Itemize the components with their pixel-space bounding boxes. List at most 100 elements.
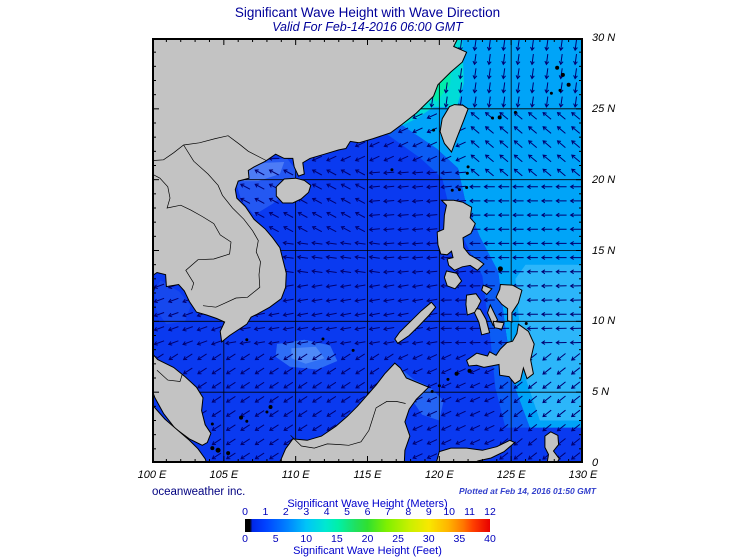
colorbar-tick-m: 1: [262, 506, 269, 518]
small-island: [210, 422, 214, 426]
lon-label: 110 E: [281, 469, 310, 481]
page-title: Significant Wave Height with Wave Direct…: [234, 5, 501, 20]
land-halmahera: [544, 431, 560, 463]
land-taiwan: [439, 104, 469, 153]
small-island: [215, 447, 221, 453]
small-island: [465, 171, 469, 175]
country-border: [183, 144, 261, 308]
small-island: [430, 389, 434, 393]
country-border: [290, 401, 406, 449]
small-island: [457, 188, 461, 192]
small-island: [432, 128, 436, 132]
colorbar-tick-m: 12: [484, 506, 496, 518]
small-island: [321, 337, 325, 341]
small-island: [245, 338, 249, 342]
lat-label: 30 N: [592, 32, 616, 44]
lat-label: 15 N: [592, 244, 616, 257]
small-island: [560, 72, 565, 77]
lat-label: 10 N: [592, 315, 616, 328]
valid-time-subtitle: Valid For Feb-14-2016 06:00 GMT: [272, 20, 463, 34]
colorbar-tick-f: 25: [392, 533, 404, 545]
small-island: [450, 188, 454, 192]
colorbar-tick-f: 20: [361, 533, 374, 545]
colorbar-tick-m: 2: [282, 506, 289, 518]
lon-label: 100 E: [137, 469, 167, 481]
land-samar-leyte: [495, 283, 523, 323]
lon-label: 130 E: [568, 469, 598, 481]
land-masbate: [481, 284, 493, 296]
land-mindanao: [465, 323, 535, 385]
colorbar-tick-m: 6: [364, 506, 371, 518]
colorbar-tick-m: 8: [405, 506, 412, 518]
land-mainland-asia: [152, 38, 468, 446]
small-island: [555, 65, 560, 70]
lon-label: 125 E: [496, 469, 526, 481]
small-island: [437, 384, 441, 388]
colorbar-tick-m: 3: [303, 506, 310, 518]
lon-label: 115 E: [353, 469, 382, 481]
colorbar-tick-m: 9: [425, 506, 432, 518]
small-island: [524, 321, 528, 325]
wave-height-map: [152, 38, 583, 463]
small-island: [467, 368, 472, 373]
lon-label: 105 E: [209, 469, 239, 481]
country-border: [153, 135, 267, 161]
land-luzon: [436, 199, 485, 271]
small-island: [210, 446, 215, 451]
colorbar-title-meters: Significant Wave Height (Meters): [287, 498, 448, 510]
colorbar-tick-f: 10: [300, 533, 313, 545]
map-frame: [152, 38, 583, 463]
small-island: [549, 91, 553, 95]
colorbar-tick-f: 35: [453, 533, 466, 545]
small-island: [465, 185, 469, 189]
land-bohol: [492, 320, 505, 330]
land-sumatra: [152, 402, 208, 463]
land-hainan: [275, 177, 312, 204]
small-island: [351, 348, 355, 352]
colorbar-gradient: [245, 519, 490, 532]
small-island: [513, 110, 517, 114]
colorbar-tick-f: 0: [242, 533, 248, 545]
small-island: [490, 116, 494, 120]
small-island: [245, 419, 249, 423]
wave-region-gulf-thailand: [154, 280, 191, 325]
colorbar-tick-m: 0: [242, 506, 248, 518]
lat-label: 25 N: [592, 102, 616, 115]
colorbar-tick-m: 4: [323, 506, 330, 518]
colorbar-tick-f: 30: [422, 533, 435, 545]
lat-label: 0: [592, 457, 599, 469]
colorbar-tick-m: 5: [344, 506, 350, 518]
land-borneo: [278, 362, 430, 463]
small-island: [239, 415, 244, 420]
colorbar-tick-f: 15: [331, 533, 343, 545]
land-cebu: [486, 303, 499, 327]
credit-text: oceanweather inc.: [152, 486, 246, 498]
colorbar-tick-f: 5: [272, 533, 279, 545]
country-border: [153, 174, 232, 291]
colorbar-tick-m: 7: [384, 506, 391, 518]
small-island: [390, 168, 394, 172]
colorbar-tick-m: 10: [443, 506, 455, 518]
lat-label: 5 N: [592, 386, 610, 399]
small-island: [265, 410, 269, 414]
land-palawan: [394, 301, 437, 344]
colorbar-title-feet: Significant Wave Height (Feet): [293, 545, 442, 557]
lat-label: 20 N: [592, 173, 616, 186]
colorbar-tick-f: 40: [484, 533, 496, 545]
land-sulawesi: [435, 439, 516, 463]
land-mindoro: [443, 270, 463, 290]
small-island: [446, 377, 450, 381]
land-negros: [473, 308, 491, 336]
small-island: [454, 371, 459, 376]
small-island: [466, 165, 470, 169]
country-border: [156, 369, 183, 382]
small-island: [497, 115, 502, 120]
small-island: [558, 88, 562, 92]
small-island: [497, 266, 503, 272]
small-island: [566, 82, 571, 87]
colorbar-tick-m: 11: [464, 506, 476, 518]
small-island: [226, 451, 231, 456]
plotted-timestamp: Plotted at Feb 14, 2016 01:50 GMT: [459, 486, 596, 496]
small-island: [268, 405, 273, 410]
